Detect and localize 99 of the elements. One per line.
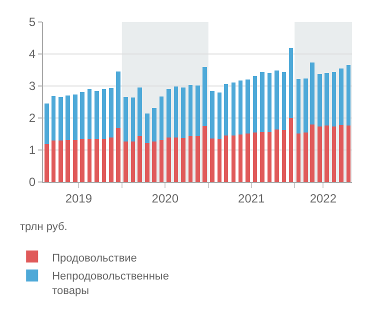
- bar: [80, 92, 84, 140]
- x-tick-label: 2021: [238, 191, 266, 206]
- bar: [324, 72, 329, 126]
- bar: [231, 82, 236, 136]
- bar: [210, 138, 214, 182]
- bar: [152, 141, 156, 182]
- bar: [44, 144, 49, 182]
- bar: [274, 130, 279, 182]
- bar: [238, 80, 243, 134]
- bar: [296, 133, 300, 182]
- legend-label: Непродовольственные товары: [52, 270, 169, 298]
- bar: [73, 140, 78, 182]
- bar: [130, 98, 136, 142]
- bar: [66, 140, 70, 182]
- bar: [174, 86, 178, 138]
- bar: [202, 66, 207, 126]
- bar: [58, 140, 63, 182]
- bar: [260, 72, 264, 132]
- bar: [346, 126, 351, 182]
- bar: [246, 133, 250, 182]
- bar: [231, 135, 236, 182]
- bar: [339, 68, 344, 126]
- bar: [145, 142, 150, 182]
- bar: [332, 126, 336, 182]
- bar: [246, 79, 250, 134]
- y-axis-title: трлн руб.: [20, 221, 68, 233]
- bar: [188, 85, 193, 136]
- bar: [310, 62, 314, 125]
- bar: [116, 128, 120, 182]
- bar: [145, 114, 150, 143]
- x-tick-label: 2022: [310, 191, 337, 206]
- bar: [188, 136, 193, 182]
- bar: [58, 96, 63, 141]
- y-tick-label: 2: [28, 111, 36, 126]
- bar: [217, 92, 222, 139]
- bar: [310, 124, 314, 182]
- bar: [124, 141, 128, 182]
- bar: [159, 140, 164, 182]
- bar: [87, 138, 92, 182]
- bar: [210, 91, 214, 138]
- bar: [166, 89, 171, 138]
- y-tick-label: 5: [28, 15, 36, 30]
- bar: [138, 88, 142, 136]
- bar: [196, 85, 200, 136]
- bar: [51, 96, 56, 140]
- x-tick-label: 2019: [65, 191, 92, 206]
- bar: [217, 138, 222, 182]
- bar: [288, 48, 294, 118]
- bar: [116, 71, 120, 128]
- bar: [174, 138, 178, 182]
- bar: [346, 65, 351, 126]
- bar: [324, 126, 329, 182]
- bar: [267, 73, 272, 132]
- bar: [109, 88, 114, 138]
- bar: [304, 132, 308, 182]
- bar: [152, 108, 156, 142]
- bar: [94, 139, 99, 182]
- bar: [51, 140, 56, 182]
- bar: [138, 136, 142, 182]
- bar: [181, 138, 186, 182]
- bar: [94, 91, 99, 140]
- x-tick-label: 2020: [152, 191, 179, 206]
- y-tick-label: 1: [28, 143, 36, 158]
- bar: [274, 70, 279, 130]
- bar: [288, 118, 294, 182]
- bar: [282, 72, 286, 130]
- bar: [267, 132, 272, 182]
- y-tick-label: 4: [28, 47, 36, 62]
- bar: [66, 96, 70, 140]
- bar: [339, 125, 344, 182]
- bar: [109, 138, 114, 182]
- bar: [196, 136, 200, 182]
- bar: [304, 78, 308, 133]
- bar: [124, 96, 128, 142]
- bar: [296, 78, 300, 134]
- bar: [282, 130, 286, 182]
- bar: [318, 74, 322, 127]
- bar: [260, 132, 264, 182]
- bar: [166, 138, 171, 182]
- bar: [202, 126, 207, 182]
- y-tick-label: 0: [28, 175, 36, 190]
- bar: [80, 139, 84, 182]
- bar: [238, 134, 243, 182]
- bar: [181, 88, 186, 138]
- bar: [73, 94, 78, 140]
- bar: [224, 84, 228, 136]
- bar: [159, 96, 164, 140]
- bar: [252, 132, 258, 182]
- bar: [87, 89, 92, 139]
- bar: [44, 104, 49, 144]
- y-tick-label: 3: [28, 79, 36, 94]
- bar: [102, 89, 106, 139]
- bar: [224, 135, 228, 182]
- bar: [130, 141, 136, 182]
- legend-label: Продовольствие: [52, 252, 137, 265]
- bar: [318, 126, 322, 182]
- bar: [252, 76, 258, 133]
- bar: [332, 72, 336, 126]
- bar: [102, 138, 106, 182]
